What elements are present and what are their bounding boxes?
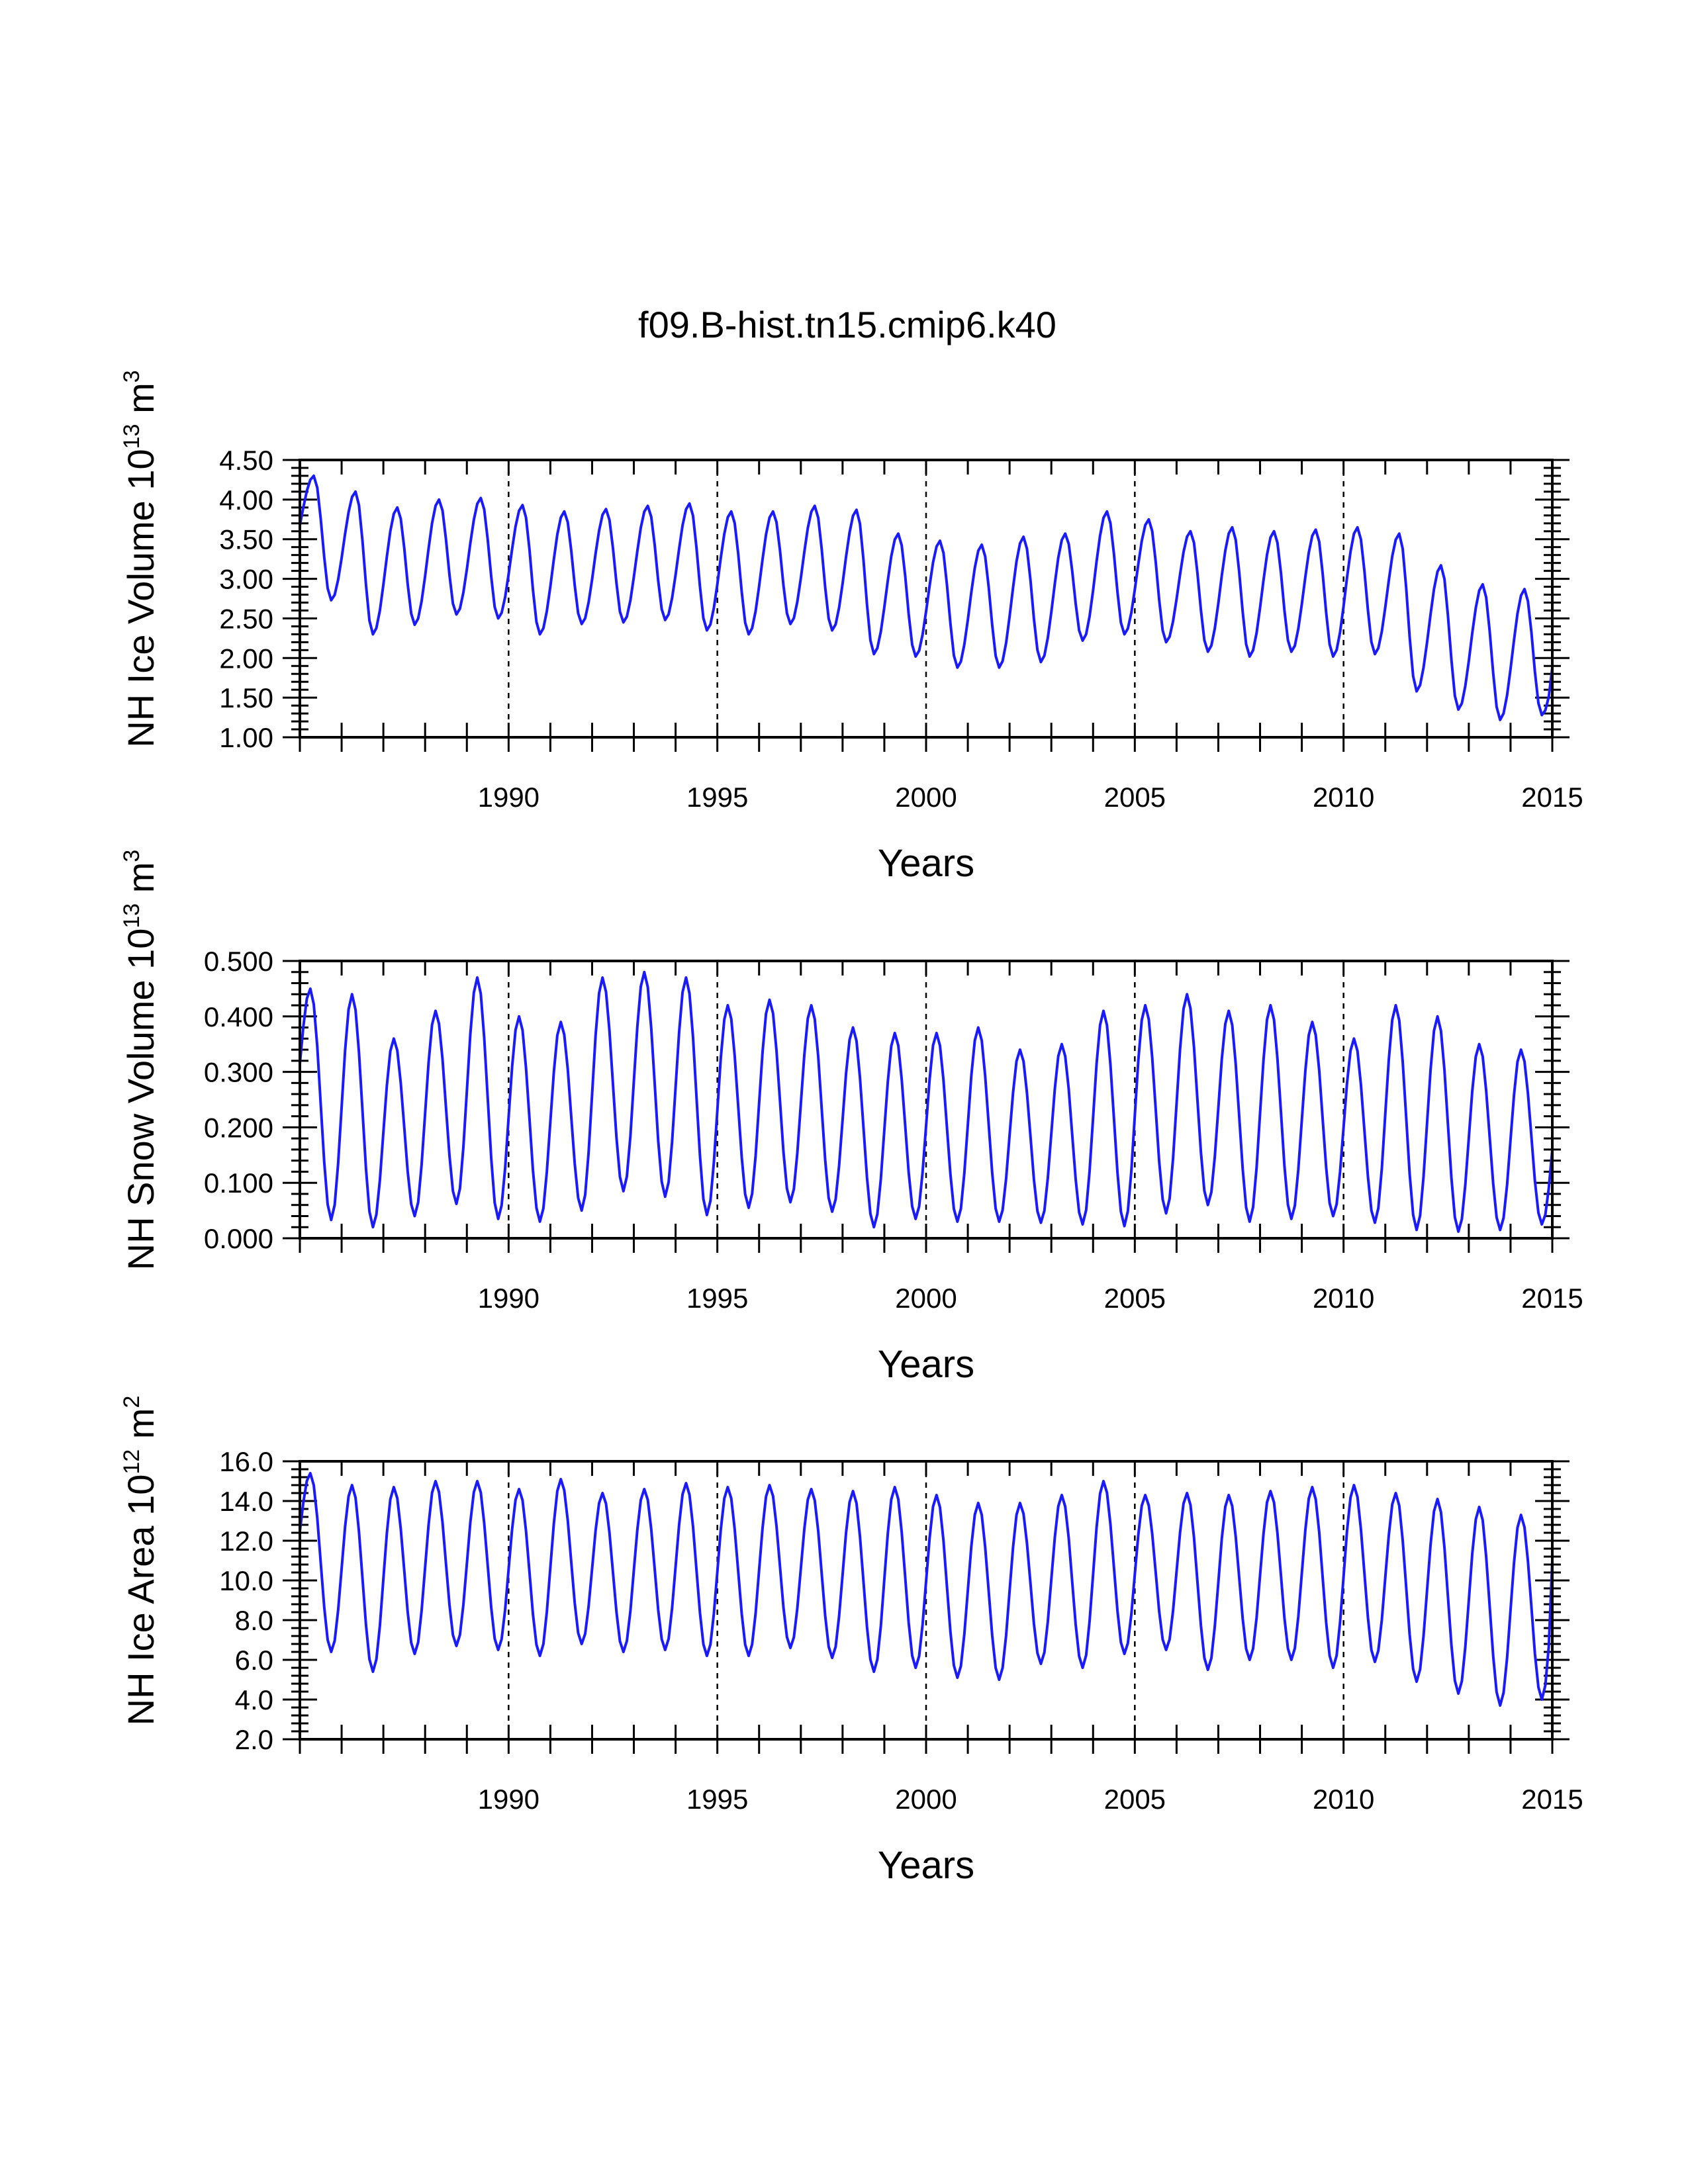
x-tick-label: 2005: [1104, 1283, 1166, 1314]
x-tick-label: 2010: [1313, 782, 1374, 813]
y-tick-label: 3.00: [219, 564, 273, 595]
y-axis-label: NH Ice Area 1012 m2: [119, 1396, 162, 1726]
x-tick-label: 1990: [478, 1283, 539, 1314]
x-tick-label: 1995: [686, 1283, 748, 1314]
x-tick-label: 2000: [895, 1784, 957, 1815]
x-tick-label: 2005: [1104, 782, 1166, 813]
y-axis-label-text: NH Ice Volume 10: [120, 449, 162, 747]
x-axis-label: Years: [878, 1343, 974, 1386]
x-tick-label: 1990: [478, 1784, 539, 1815]
y-tick-label: 6.0: [235, 1645, 273, 1676]
x-axis-label: Years: [878, 1844, 974, 1887]
y-tick-label: 0.300: [204, 1057, 273, 1088]
y-axis-label-unit-exponent: 3: [119, 850, 144, 862]
y-tick-label: 4.0: [235, 1684, 273, 1715]
y-axis-label-unit-exponent: 3: [119, 370, 144, 383]
panels: 1.00 1.50 2.00 2.50 3.00 3.50 4.00 4.50 1990 1995…: [119, 370, 1583, 1887]
y-axis-label-unit-exponent: 2: [119, 1396, 144, 1408]
panel-3: 2.0 4.0 6.0 8.0 10.0 12.0 14.0 16.0 1990 1995 2000…: [119, 1396, 1583, 1887]
y-axis-label: NH Ice Volume 1013 m3: [119, 370, 162, 747]
x-tick-label: 2005: [1104, 1784, 1166, 1815]
x-tick-label: 2015: [1521, 1283, 1583, 1314]
y-tick-label: 2.00: [219, 643, 273, 674]
y-tick-label: 0.400: [204, 1001, 273, 1032]
series-line: [299, 970, 1554, 1233]
x-axis-label: Years: [878, 842, 974, 885]
y-axis-label: NH Snow Volume 1013 m3: [119, 850, 162, 1271]
series-line: [299, 1472, 1554, 1707]
x-tick-label: 2015: [1521, 782, 1583, 813]
y-axis-label-exponent: 12: [119, 1449, 144, 1475]
plot-frame: [299, 960, 1554, 1240]
y-axis-label-unit: m: [120, 1408, 162, 1449]
y-axis-label-unit: m: [120, 383, 162, 424]
x-tick-label: 2010: [1313, 1283, 1374, 1314]
y-axis-label-exponent: 13: [119, 424, 144, 449]
y-tick-label: 1.50: [219, 682, 273, 713]
panel-1: 1.00 1.50 2.00 2.50 3.00 3.50 4.00 4.50 1990 1995…: [119, 370, 1583, 885]
y-tick-label: 3.50: [219, 524, 273, 555]
x-tick-label: 1995: [686, 1784, 748, 1815]
x-tick-label: 1995: [686, 782, 748, 813]
plot-frame: [299, 1460, 1554, 1741]
x-tick-label: 2000: [895, 1283, 957, 1314]
y-tick-label: 2.0: [235, 1724, 273, 1755]
y-tick-label: 0.100: [204, 1167, 273, 1199]
y-tick-label: 0.200: [204, 1112, 273, 1143]
y-axis-label-text: NH Ice Area 10: [120, 1475, 162, 1726]
y-axis-label-text: NH Snow Volume 10: [120, 929, 162, 1271]
y-tick-label: 10.0: [219, 1565, 273, 1596]
series-line: [299, 474, 1554, 721]
y-tick-label: 4.50: [219, 445, 273, 476]
y-tick-label: 16.0: [219, 1446, 273, 1477]
x-tick-label: 2015: [1521, 1784, 1583, 1815]
y-tick-label: 4.00: [219, 484, 273, 516]
y-tick-label: 12.0: [219, 1525, 273, 1557]
x-tick-label: 2010: [1313, 1784, 1374, 1815]
x-tick-label: 1990: [478, 782, 539, 813]
y-tick-label: 8.0: [235, 1605, 273, 1636]
y-tick-label: 2.50: [219, 603, 273, 634]
panel-2: 0.000 0.100 0.200 0.300 0.400 0.500 1990 1995 20…: [119, 850, 1583, 1386]
plot-frame: [299, 459, 1554, 739]
y-tick-label: 0.000: [204, 1223, 273, 1254]
y-axis-label-exponent: 13: [119, 903, 144, 929]
figure-title: f09.B-hist.tn15.cmip6.k40: [638, 304, 1056, 345]
y-tick-label: 14.0: [219, 1486, 273, 1517]
y-tick-label: 1.00: [219, 722, 273, 753]
y-tick-label: 0.500: [204, 946, 273, 977]
y-axis-label-unit: m: [120, 862, 162, 903]
x-tick-label: 2000: [895, 782, 957, 813]
